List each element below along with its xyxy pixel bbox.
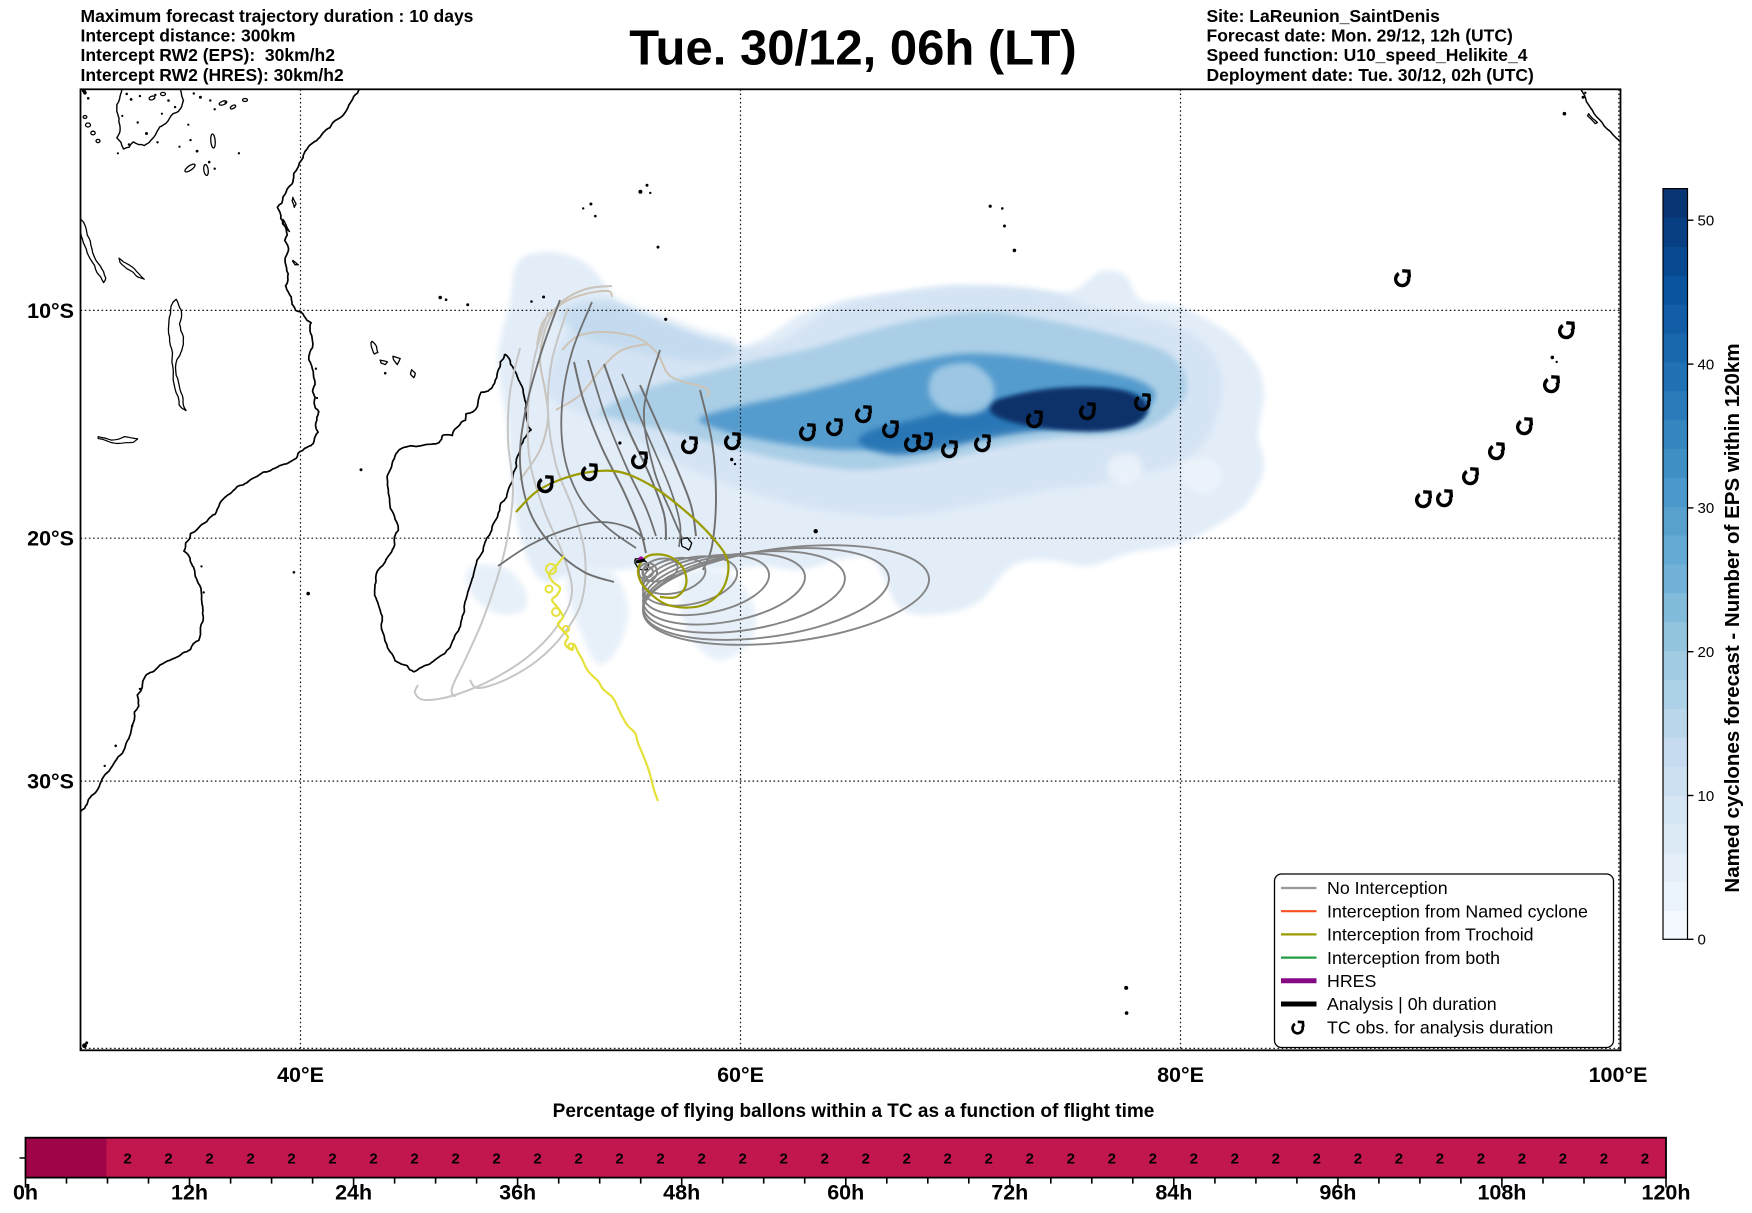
svg-text:2: 2 bbox=[1272, 1151, 1280, 1168]
svg-text:2: 2 bbox=[944, 1151, 952, 1168]
svg-text:HRES: HRES bbox=[1327, 971, 1377, 991]
svg-text:2: 2 bbox=[1477, 1151, 1485, 1168]
svg-text:30°S: 30°S bbox=[27, 770, 74, 794]
svg-text:Interception from both: Interception from both bbox=[1327, 948, 1500, 968]
svg-text:2: 2 bbox=[410, 1151, 418, 1168]
svg-text:2: 2 bbox=[287, 1151, 295, 1168]
svg-text:2: 2 bbox=[533, 1151, 541, 1168]
svg-text:2: 2 bbox=[123, 1151, 131, 1168]
svg-text:No Interception: No Interception bbox=[1327, 878, 1448, 898]
svg-text:0: 0 bbox=[1698, 932, 1706, 949]
svg-text:Forecast date: Mon. 29/12, 12h: Forecast date: Mon. 29/12, 12h (UTC) bbox=[1207, 26, 1513, 46]
svg-text:2: 2 bbox=[1559, 1151, 1567, 1168]
svg-text:Named cyclones forecast - Numb: Named cyclones forecast - Number of EPS … bbox=[1721, 343, 1744, 892]
svg-text:36h: 36h bbox=[499, 1181, 536, 1205]
svg-text:120h: 120h bbox=[1641, 1181, 1690, 1205]
svg-text:Deployment date: Tue. 30/12, 0: Deployment date: Tue. 30/12, 02h (UTC) bbox=[1207, 65, 1534, 85]
svg-text:2: 2 bbox=[821, 1151, 829, 1168]
svg-text:60h: 60h bbox=[827, 1181, 864, 1205]
svg-text:Intercept RW2 (EPS): 30km/h2: Intercept RW2 (EPS): 30km/h2 bbox=[81, 45, 336, 65]
svg-text:2: 2 bbox=[1395, 1151, 1403, 1168]
svg-text:24h: 24h bbox=[335, 1181, 372, 1205]
svg-text:12h: 12h bbox=[171, 1181, 208, 1205]
svg-text:2: 2 bbox=[574, 1151, 582, 1168]
svg-text:2: 2 bbox=[1354, 1151, 1362, 1168]
svg-text:2: 2 bbox=[1149, 1151, 1157, 1168]
svg-text:2: 2 bbox=[698, 1151, 706, 1168]
svg-text:2: 2 bbox=[1518, 1151, 1526, 1168]
svg-text:2: 2 bbox=[246, 1151, 254, 1168]
svg-text:2: 2 bbox=[739, 1151, 747, 1168]
svg-text:20: 20 bbox=[1698, 644, 1715, 661]
svg-text:2: 2 bbox=[205, 1151, 213, 1168]
svg-text:10°S: 10°S bbox=[27, 299, 74, 323]
svg-text:72h: 72h bbox=[991, 1181, 1028, 1205]
svg-text:96h: 96h bbox=[1319, 1181, 1356, 1205]
svg-text:10: 10 bbox=[1698, 788, 1715, 805]
svg-text:2: 2 bbox=[780, 1151, 788, 1168]
svg-text:2: 2 bbox=[369, 1151, 377, 1168]
svg-text:2: 2 bbox=[492, 1151, 500, 1168]
svg-text:Intercept distance: 300km: Intercept distance: 300km bbox=[81, 26, 296, 46]
svg-text:30: 30 bbox=[1698, 500, 1715, 517]
svg-text:60°E: 60°E bbox=[717, 1063, 764, 1087]
svg-text:Interception from Trochoid: Interception from Trochoid bbox=[1327, 925, 1534, 945]
svg-text:Percentage of flying ballons w: Percentage of flying ballons within a TC… bbox=[553, 1101, 1155, 1122]
svg-text:2: 2 bbox=[1600, 1151, 1608, 1168]
svg-text:50: 50 bbox=[1698, 213, 1715, 230]
svg-text:40: 40 bbox=[1698, 356, 1715, 373]
svg-text:2: 2 bbox=[1313, 1151, 1321, 1168]
svg-text:80°E: 80°E bbox=[1157, 1063, 1204, 1087]
svg-text:Interception from Named cyclon: Interception from Named cyclone bbox=[1327, 901, 1588, 921]
svg-text:Site: LaReunion_SaintDenis: Site: LaReunion_SaintDenis bbox=[1207, 6, 1441, 26]
svg-text:20°S: 20°S bbox=[27, 527, 74, 551]
svg-text:2: 2 bbox=[656, 1151, 664, 1168]
svg-text:2: 2 bbox=[1190, 1151, 1198, 1168]
svg-text:100°E: 100°E bbox=[1589, 1063, 1648, 1087]
svg-text:108h: 108h bbox=[1477, 1181, 1526, 1205]
svg-text:2: 2 bbox=[985, 1151, 993, 1168]
svg-text:2: 2 bbox=[1026, 1151, 1034, 1168]
svg-text:48h: 48h bbox=[663, 1181, 700, 1205]
svg-text:0h: 0h bbox=[13, 1181, 38, 1205]
svg-text:TC obs. for analysis duration: TC obs. for analysis duration bbox=[1327, 1017, 1553, 1037]
svg-text:2: 2 bbox=[1231, 1151, 1239, 1168]
svg-text:40°E: 40°E bbox=[277, 1063, 324, 1087]
svg-text:2: 2 bbox=[1641, 1151, 1649, 1168]
svg-text:Analysis | 0h duration: Analysis | 0h duration bbox=[1327, 994, 1497, 1014]
svg-text:2: 2 bbox=[328, 1151, 336, 1168]
svg-text:2: 2 bbox=[451, 1151, 459, 1168]
svg-text:2: 2 bbox=[164, 1151, 172, 1168]
svg-text:Maximum forecast trajectory du: Maximum forecast trajectory duration : 1… bbox=[81, 6, 474, 26]
svg-text:2: 2 bbox=[1436, 1151, 1444, 1168]
svg-text:Tue. 30/12, 06h (LT): Tue. 30/12, 06h (LT) bbox=[629, 22, 1076, 76]
svg-text:2: 2 bbox=[1067, 1151, 1075, 1168]
svg-text:2: 2 bbox=[862, 1151, 870, 1168]
svg-text:Intercept RW2 (HRES): 30km/h2: Intercept RW2 (HRES): 30km/h2 bbox=[81, 65, 344, 85]
svg-text:2: 2 bbox=[1108, 1151, 1116, 1168]
svg-text:84h: 84h bbox=[1155, 1181, 1192, 1205]
svg-text:2: 2 bbox=[615, 1151, 623, 1168]
svg-text:Speed function: U10_speed_Heli: Speed function: U10_speed_Helikite_4 bbox=[1207, 45, 1528, 65]
svg-text:2: 2 bbox=[903, 1151, 911, 1168]
